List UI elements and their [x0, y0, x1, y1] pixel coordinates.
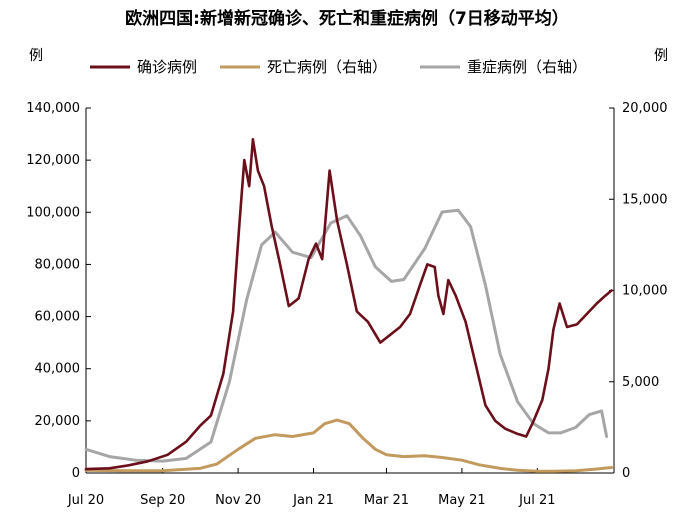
series-line-deaths: [84, 418, 613, 473]
right-axis-tick-label: 15,000: [622, 192, 668, 207]
x-axis-tick-label: Jan 21: [292, 493, 334, 508]
x-axis-tick-label: Nov 20: [215, 493, 261, 508]
x-axis-tick-label: May 21: [438, 493, 486, 508]
left-axis-tick-label: 40,000: [35, 362, 81, 377]
x-axis-tick-label: Jul 21: [518, 493, 555, 508]
series-layer: [84, 138, 613, 473]
legend-label-icu: 重症病例（右轴）: [467, 58, 587, 76]
legend-label-deaths: 死亡病例（右轴）: [267, 58, 387, 76]
x-axis-tick-label: Jul 20: [67, 493, 104, 508]
x-axis-tick-label: Mar 21: [364, 493, 409, 508]
right-axis-tick-label: 5,000: [622, 375, 659, 390]
axes: 0 20,000 40,000 60,000 80,000 100,000 120,000 1…: [26, 101, 667, 508]
right-axis-unit: 例: [654, 48, 668, 64]
right-axis-tick-label: 20,000: [622, 101, 668, 116]
legend-label-confirmed: 确诊病例: [137, 58, 197, 76]
left-axis-tick-label: 80,000: [35, 257, 81, 272]
left-axis-tick-label: 0: [72, 466, 80, 481]
left-axis-tick-label: 100,000: [26, 205, 80, 220]
legend: 确诊病例 死亡病例（右轴） 重症病例（右轴）: [90, 58, 587, 76]
left-axis-tick-label: 20,000: [35, 414, 81, 429]
left-axis-unit: 例: [29, 48, 43, 64]
x-axis-tick-label: Sep 20: [140, 493, 185, 508]
left-axis-tick-label: 140,000: [26, 101, 80, 116]
series-line-icu: [84, 208, 609, 463]
chart-title: 欧洲四国:新增新冠确诊、死亡和重症病例（7日移动平均）: [125, 8, 569, 29]
right-axis-tick-label: 10,000: [622, 284, 668, 299]
right-axis-tick-label: 0: [622, 466, 630, 481]
left-axis-tick-label: 60,000: [35, 310, 81, 325]
series-line-confirmed: [84, 138, 613, 471]
left-axis-tick-label: 120,000: [26, 153, 80, 168]
